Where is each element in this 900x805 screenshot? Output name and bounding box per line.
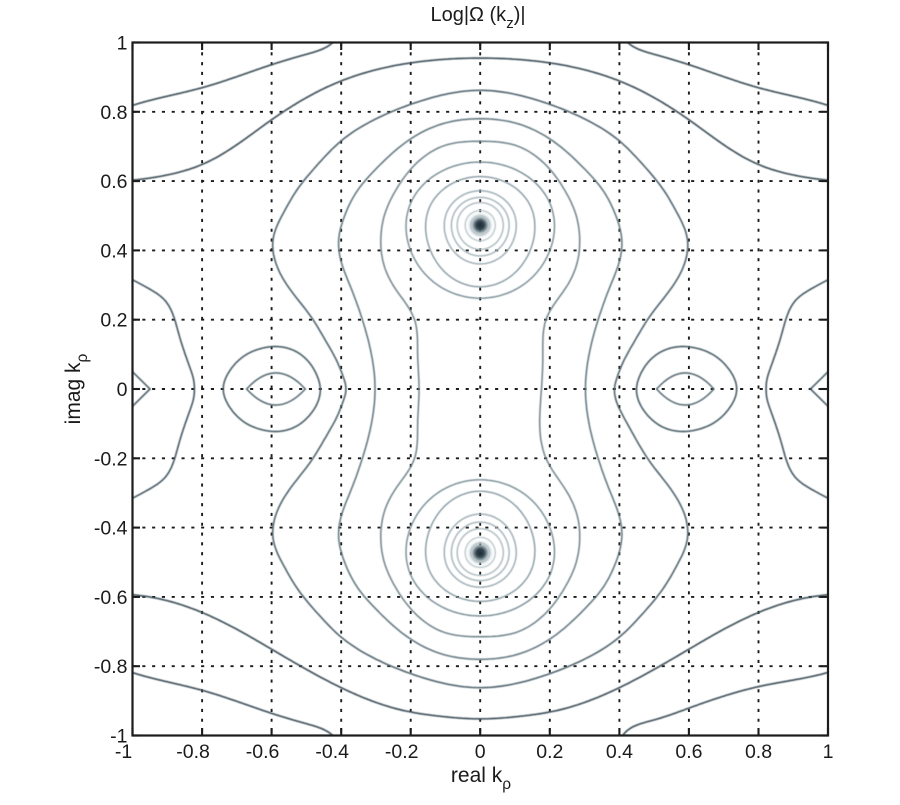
svg-text:-0.2: -0.2 bbox=[385, 741, 419, 763]
svg-text:0.4: 0.4 bbox=[100, 240, 127, 262]
svg-text:0: 0 bbox=[475, 741, 486, 763]
svg-text:1: 1 bbox=[117, 33, 128, 55]
svg-text:-0.4: -0.4 bbox=[94, 518, 128, 540]
svg-text:0.6: 0.6 bbox=[675, 741, 702, 763]
svg-text:1: 1 bbox=[823, 741, 834, 763]
svg-text:0: 0 bbox=[117, 379, 128, 401]
svg-text:-0.6: -0.6 bbox=[94, 587, 128, 609]
svg-text:-0.8: -0.8 bbox=[176, 741, 210, 763]
svg-text:-0.4: -0.4 bbox=[315, 741, 349, 763]
svg-text:-0.6: -0.6 bbox=[246, 741, 280, 763]
svg-text:-1: -1 bbox=[115, 741, 132, 763]
svg-text:0.8: 0.8 bbox=[100, 102, 127, 124]
svg-text:-1: -1 bbox=[110, 726, 127, 748]
svg-text:0.2: 0.2 bbox=[100, 310, 127, 332]
svg-text:0.4: 0.4 bbox=[606, 741, 633, 763]
svg-text:0.2: 0.2 bbox=[536, 741, 563, 763]
svg-text:0.8: 0.8 bbox=[745, 741, 772, 763]
svg-text:0.6: 0.6 bbox=[100, 171, 127, 193]
svg-text:-0.2: -0.2 bbox=[94, 448, 128, 470]
svg-text:-0.8: -0.8 bbox=[94, 656, 128, 678]
